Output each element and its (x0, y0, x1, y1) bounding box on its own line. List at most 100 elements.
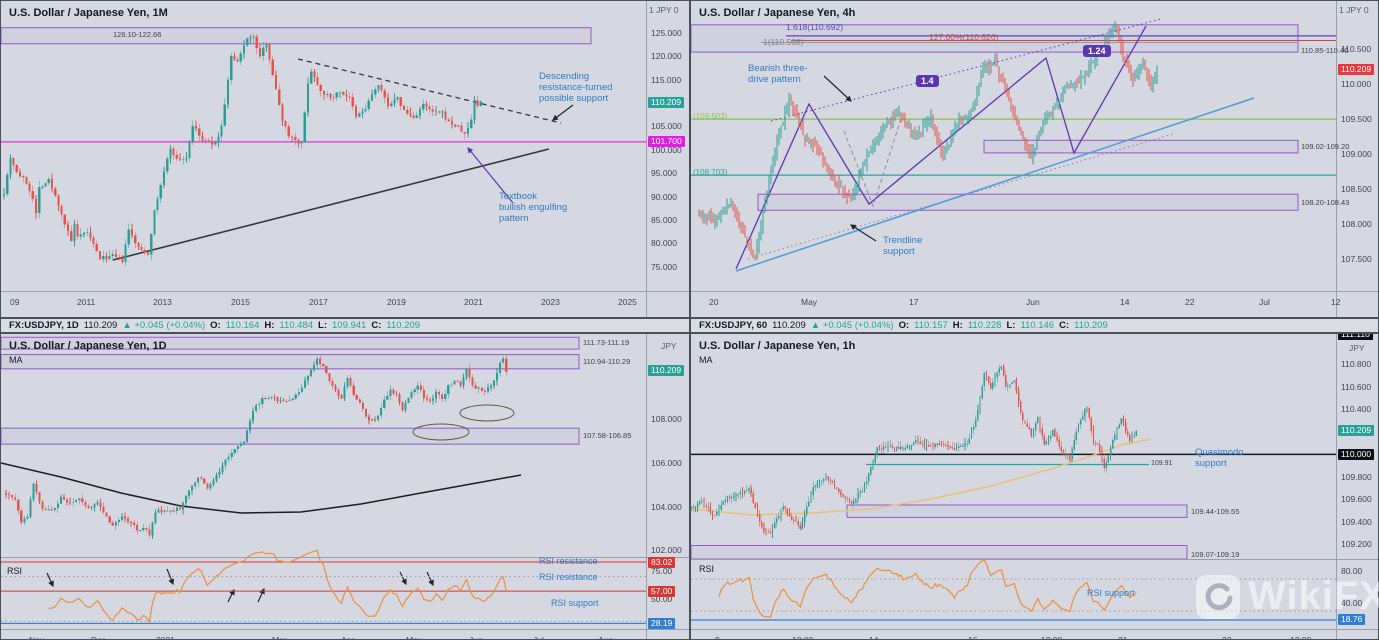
annotation-arrow[interactable] (227, 588, 235, 603)
time-axis[interactable] (691, 629, 1378, 630)
price-zone-box[interactable] (691, 545, 1188, 560)
annotation-arrow[interactable] (467, 147, 514, 204)
price-zone-box[interactable] (1, 336, 580, 350)
highlight-ellipse[interactable] (459, 404, 515, 422)
annotation-arrow[interactable] (399, 571, 407, 586)
time-axis-tick: 17 (909, 297, 919, 307)
price-zone-box[interactable] (846, 504, 1188, 518)
price-zone-box[interactable] (1, 427, 580, 445)
ma-indicator-label[interactable]: MA (9, 355, 23, 365)
annotation-arrow[interactable] (46, 572, 54, 588)
trendline-drawing[interactable] (691, 438, 1152, 516)
price-axis[interactable] (646, 334, 647, 639)
annotation-arrow[interactable] (823, 75, 852, 102)
chart-canvas[interactable] (691, 1, 1379, 318)
low-value: 110.146 (1020, 320, 1055, 331)
price-axis-tick: 106.000 (651, 457, 682, 468)
price-badge: 110.209 (648, 96, 685, 108)
trendline-drawing[interactable] (735, 25, 1147, 270)
low-label: L: (318, 320, 327, 331)
price-axis-tick: 109.600 (1341, 494, 1372, 505)
chart-canvas[interactable] (1, 1, 690, 318)
rsi-axis-tick: 50.00 (651, 594, 673, 604)
trendline-drawing[interactable] (297, 58, 562, 124)
pane-separator[interactable] (691, 559, 1378, 560)
time-axis-tick: 2021 (156, 635, 175, 640)
annotation-arrow[interactable] (166, 568, 175, 586)
price-axis[interactable] (1336, 1, 1337, 317)
time-axis-tick: 20 (709, 297, 719, 307)
rsi-line[interactable] (48, 549, 507, 624)
time-axis-tick: 2015 (231, 297, 250, 307)
chart-panel-usdjpy-1h[interactable]: U.S. Dollar / Japanese Yen, 1h MA RSI 80.… (690, 333, 1379, 640)
price-axis[interactable] (1336, 334, 1337, 639)
price-axis-tick: 109.800 (1341, 471, 1372, 482)
trendline-drawing[interactable] (112, 148, 550, 261)
chart-panel-usdjpy-1m[interactable]: U.S. Dollar / Japanese Yen, 1M 125.000 12… (0, 0, 690, 318)
annotation-arrow[interactable] (849, 224, 877, 242)
chart-annotation-text[interactable]: Textbook bullish engulfing pattern (499, 191, 568, 225)
chart-annotation-text[interactable]: RSI support (1087, 588, 1135, 598)
trendline-drawing[interactable] (843, 118, 902, 208)
rsi-line[interactable] (718, 558, 1137, 619)
time-axis-tick: 09 (10, 297, 20, 307)
price-axis-tick: 102.000 (651, 545, 682, 556)
rsi-pane-label[interactable]: RSI (699, 564, 715, 574)
time-axis[interactable] (691, 291, 1378, 292)
chart-annotation-text[interactable]: Bearish three- drive pattern (748, 63, 808, 86)
fib-ratio-badge[interactable]: 1.24 (1083, 45, 1111, 57)
trendline-drawing[interactable] (735, 97, 1255, 272)
close-label: C: (371, 320, 382, 331)
chart-annotation-text[interactable]: Quasimodo support (1195, 447, 1244, 470)
rsi-pane-label[interactable]: RSI (7, 566, 23, 576)
chart-annotation-text[interactable]: RSI resistance (539, 556, 598, 566)
symbol-label[interactable]: FX:USDJPY, 60 (699, 320, 768, 331)
price-axis[interactable] (646, 1, 647, 317)
price-axis-tick: 125.000 (651, 27, 682, 38)
annotation-arrow[interactable] (426, 571, 434, 587)
chart-annotation-text[interactable]: Descending resistance-turned possible su… (539, 71, 613, 105)
open-label: O: (898, 320, 910, 331)
price-zone-box[interactable] (1, 27, 592, 45)
level-label: 109.02-109.20 (1301, 142, 1350, 151)
high-value: 110.228 (967, 320, 1002, 331)
price-axis-tick: 90.000 (651, 191, 677, 202)
ma-indicator-label[interactable]: MA (699, 355, 713, 365)
chart-panel-usdjpy-4h[interactable]: U.S. Dollar / Japanese Yen, 4h 110.500 11… (690, 0, 1379, 318)
annotation-arrow[interactable] (552, 104, 574, 121)
pane-separator[interactable] (1, 557, 689, 558)
highlight-ellipse[interactable] (412, 423, 470, 441)
price-zone-box[interactable] (691, 24, 1299, 53)
price-axis-tick: 110.000 (1341, 79, 1372, 90)
time-axis[interactable] (1, 629, 689, 630)
fib-ratio-badge[interactable]: 1.4 (916, 75, 939, 87)
time-axis-tick: 2025 (618, 297, 637, 307)
price-zone-box[interactable] (1, 354, 580, 370)
time-axis-tick: Mar (272, 635, 287, 640)
candlestick-series[interactable] (2, 33, 482, 267)
price-zone-box[interactable] (983, 139, 1299, 154)
candlestick-series[interactable] (4, 354, 508, 539)
symbol-label[interactable]: FX:USDJPY, 1D (9, 320, 79, 331)
chart-annotation-text[interactable]: Trendline support (883, 235, 923, 258)
time-axis-tick: Jun (1026, 297, 1040, 307)
price-badge: 101.700 (648, 136, 685, 148)
panel-title: U.S. Dollar / Japanese Yen, 1h (699, 340, 856, 352)
candlestick-series[interactable] (691, 364, 1137, 539)
time-axis[interactable] (1, 291, 689, 292)
ohlc-status-bar-hourly: FX:USDJPY, 60 110.209 ▲ +0.045 (+0.04%) … (690, 318, 1379, 333)
chart-annotation-text[interactable]: RSI support (551, 598, 599, 608)
trendline-drawing[interactable] (1, 462, 522, 514)
candlestick-series[interactable] (698, 20, 1158, 261)
time-axis-tick: 2013 (153, 297, 172, 307)
price-axis-tick: 120.000 (651, 51, 682, 62)
open-value: 110.157 (914, 320, 948, 331)
chart-panel-usdjpy-1d[interactable]: U.S. Dollar / Japanese Yen, 1D MA RSI 75.… (0, 333, 690, 640)
price-badge: 110.000 (1338, 448, 1375, 460)
price-axis-tick: 110.600 (1341, 381, 1372, 392)
chart-canvas[interactable] (1, 334, 690, 640)
chart-annotation-text[interactable]: RSI resistance (539, 572, 598, 582)
chart-canvas[interactable] (691, 334, 1379, 640)
price-zone-box[interactable] (757, 193, 1299, 211)
axis-currency-label: 1 JPY 0 (1339, 5, 1369, 15)
